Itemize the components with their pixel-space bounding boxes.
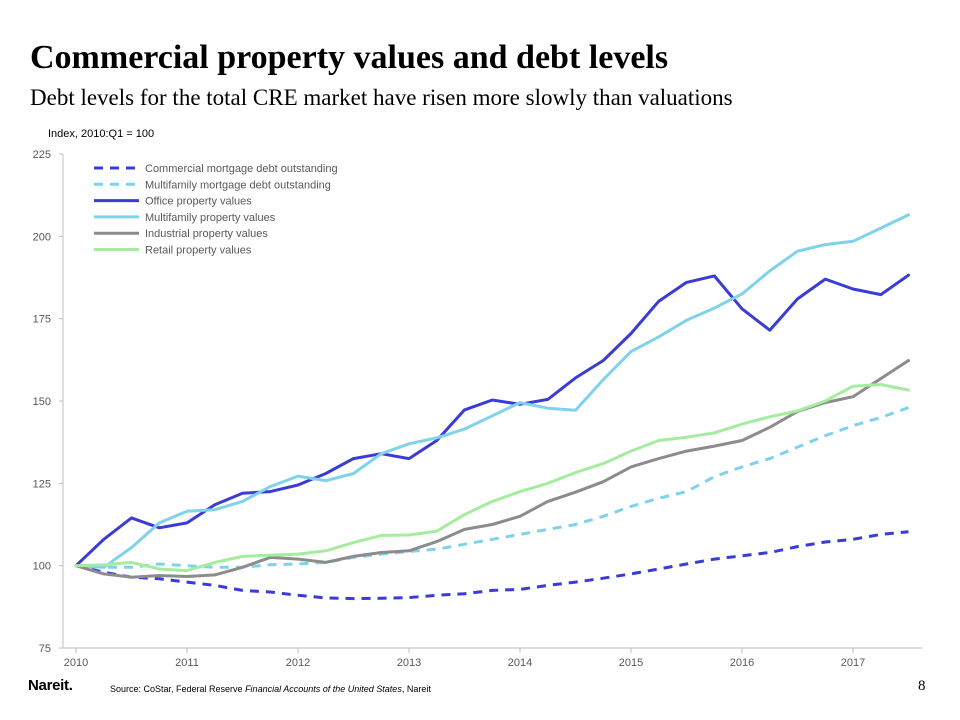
y-tick-label: 100 <box>33 561 51 573</box>
line-chart: 75 100 125 150 175 200 225 2010 2011 2012 2013 2014… <box>33 149 922 669</box>
page-subtitle: Debt levels for the total CRE market hav… <box>30 85 733 110</box>
y-tick-label: 175 <box>33 314 51 326</box>
x-tick-label: 2014 <box>508 657 532 669</box>
legend-label-2: Multifamily mortgage debt outstanding <box>145 179 331 191</box>
nareit-logo: Nareit. <box>28 677 73 694</box>
source-publication: Financial Accounts of the United States <box>245 684 402 694</box>
y-axis-unit-label: Index, 2010:Q1 = 100 <box>48 128 155 140</box>
page-number: 8 <box>918 678 926 694</box>
series-line-1 <box>75 530 909 601</box>
legend-label-1: Commercial mortgage debt outstanding <box>145 163 338 175</box>
y-tick-label: 75 <box>39 643 51 655</box>
series-line-2 <box>75 406 910 569</box>
x-tick-label: 2016 <box>730 657 754 669</box>
x-tick-label: 2017 <box>841 657 865 669</box>
source-prefix: Source: CoStar, Federal Reserve <box>110 684 246 694</box>
series-line-4 <box>74 213 910 569</box>
source-note: Source: CoStar, Federal Reserve Financia… <box>110 683 431 695</box>
x-tick-label: 2010 <box>64 657 88 669</box>
legend-label-3: Office property values <box>145 196 252 208</box>
series-line-5 <box>74 359 910 579</box>
y-tick-label: 125 <box>33 478 51 490</box>
page-title: Commercial property values and debt leve… <box>30 39 669 76</box>
legend-label-6: Retail property values <box>145 245 252 257</box>
x-tick-label: 2012 <box>286 657 310 669</box>
legend-label-5: Industrial property values <box>145 228 268 240</box>
series-line-6 <box>74 383 910 573</box>
y-tick-label: 200 <box>33 231 51 243</box>
series-line-3 <box>74 273 910 568</box>
legend-label-4: Multifamily property values <box>145 212 276 224</box>
y-tick-label: 225 <box>33 149 51 161</box>
x-tick-label: 2013 <box>397 657 421 669</box>
source-suffix: , Nareit <box>401 684 431 694</box>
x-tick-label: 2015 <box>619 657 643 669</box>
y-tick-label: 150 <box>33 396 51 408</box>
x-tick-label: 2011 <box>175 657 199 669</box>
